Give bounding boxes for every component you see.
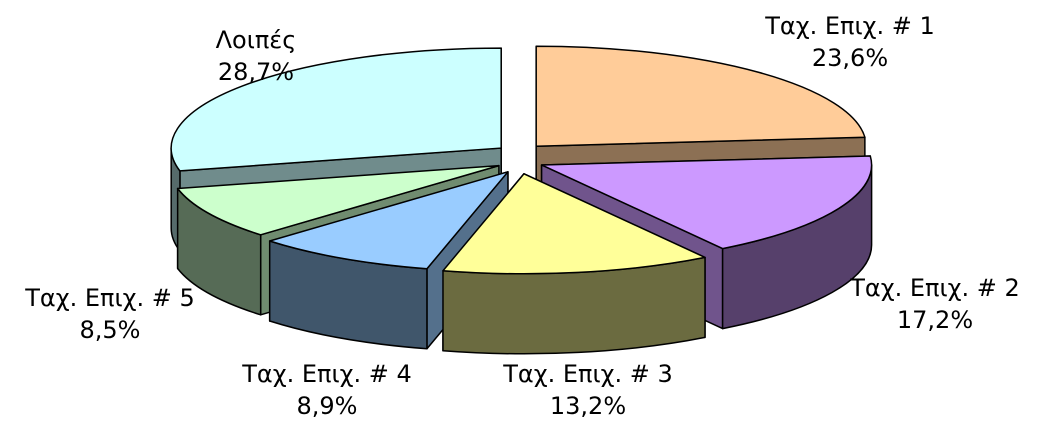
slice-name-3: Ταχ. Επιχ. # 3: [503, 360, 673, 388]
slice-value-6: 28,7%: [217, 58, 295, 86]
slice-name-1: Ταχ. Επιχ. # 1: [765, 12, 935, 40]
slice-1-top: [535, 45, 866, 147]
slice-value-4: 8,9%: [296, 392, 358, 420]
slice-6-top: [170, 47, 502, 172]
slice-label-3: Ταχ. Επιχ. # 3 13,2%: [503, 358, 672, 422]
slice-name-5: Ταχ. Επιχ. # 5: [25, 284, 195, 312]
slice-label-4: Ταχ. Επιχ. # 4 8,9%: [242, 358, 411, 422]
slice-2-top: [540, 155, 873, 250]
slice-name-2: Ταχ. Επιχ. # 2: [850, 274, 1020, 302]
slice-label-6: Λοιπές 28,7%: [216, 24, 297, 88]
slice-5-top: [176, 164, 500, 236]
slice-4-top: [268, 171, 509, 270]
slice-name-4: Ταχ. Επιχ. # 4: [242, 360, 412, 388]
slice-name-6: Λοιπές: [215, 26, 297, 54]
slice-label-5: Ταχ. Επιχ. # 5 8,5%: [25, 282, 194, 346]
slice-value-2: 17,2%: [896, 306, 974, 334]
slice-value-1: 23,6%: [811, 44, 889, 72]
slice-label-1: Ταχ. Επιχ. # 1 23,6%: [765, 10, 934, 74]
slice-3-top: [442, 173, 706, 275]
slice-label-2: Ταχ. Επιχ. # 2 17,2%: [850, 272, 1019, 336]
slice-value-5: 8,5%: [79, 316, 141, 344]
slice-value-3: 13,2%: [549, 392, 627, 420]
